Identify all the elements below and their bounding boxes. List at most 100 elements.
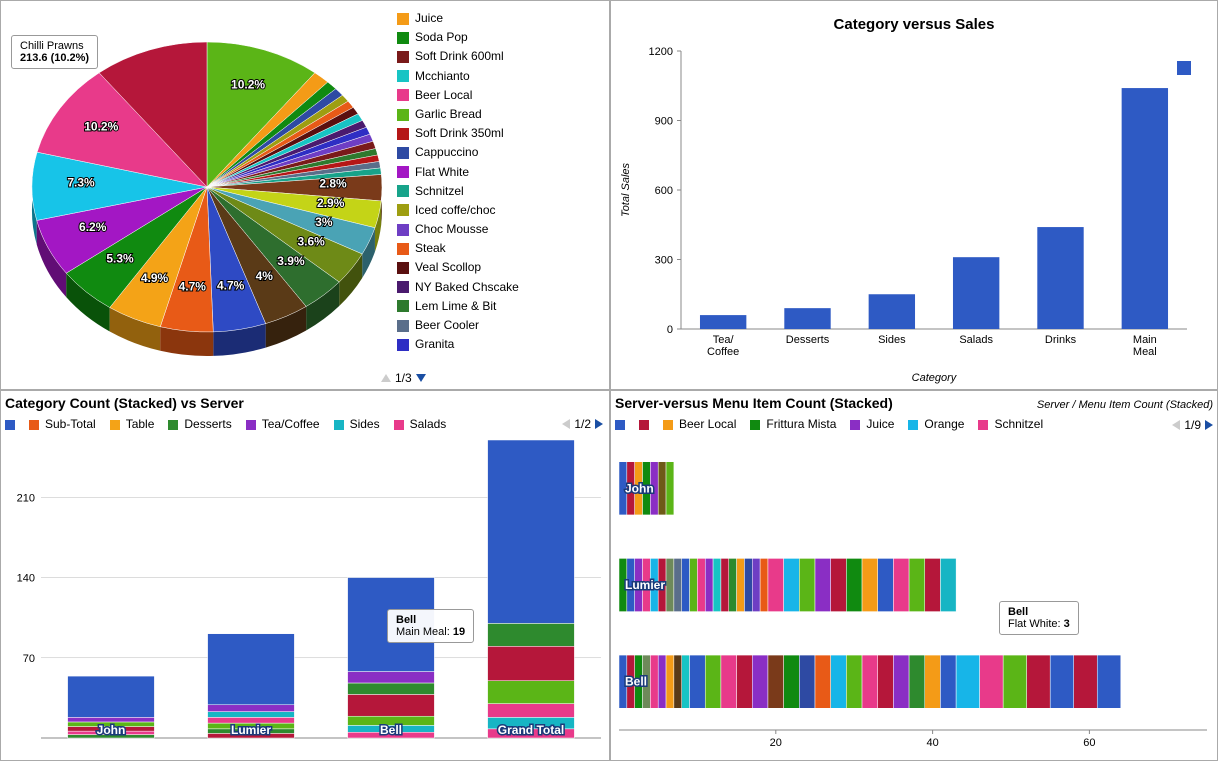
- legend-item[interactable]: Flat White: [397, 163, 603, 182]
- legend-item[interactable]: [639, 420, 649, 430]
- legend-swatch: [246, 420, 256, 430]
- legend-item[interactable]: Beer Local: [397, 86, 603, 105]
- legend-item[interactable]: Frittura Mista: [750, 415, 836, 434]
- legend-item[interactable]: Veal Scollop: [397, 258, 603, 277]
- legend-swatch: [397, 204, 409, 216]
- pager-prev-icon[interactable]: [381, 374, 391, 382]
- pie-pager[interactable]: 1/3: [381, 371, 426, 385]
- legend-label: Lem Lime & Bit: [415, 297, 496, 316]
- tooltip-title: Bell: [396, 614, 465, 626]
- legend-swatch: [110, 420, 120, 430]
- legend-item[interactable]: Juice: [850, 415, 894, 434]
- hstack-title: Server-versus Menu Item Count (Stacked): [615, 395, 893, 411]
- svg-text:Grand Total: Grand Total: [498, 723, 564, 737]
- legend-item[interactable]: Granita: [397, 335, 603, 354]
- legend-label: Juice: [415, 9, 443, 28]
- legend-item[interactable]: Beer Local: [663, 415, 736, 434]
- legend-item[interactable]: Salads: [394, 415, 447, 434]
- legend-swatch: [397, 262, 409, 274]
- legend-item[interactable]: Sides: [334, 415, 380, 434]
- legend-label: Iced coffe/choc: [415, 201, 496, 220]
- legend-swatch: [397, 224, 409, 236]
- legend-label: Schnitzel: [994, 415, 1043, 434]
- svg-text:Meal: Meal: [1133, 346, 1157, 358]
- legend-item[interactable]: Juice: [397, 9, 603, 28]
- legend-label: Flat White: [415, 163, 469, 182]
- svg-text:2.9%: 2.9%: [317, 196, 345, 210]
- legend-swatch: [978, 420, 988, 430]
- svg-text:600: 600: [655, 185, 673, 197]
- svg-text:Lumier: Lumier: [231, 723, 271, 737]
- pager-next-icon[interactable]: [1205, 420, 1213, 430]
- legend-item[interactable]: Schnitzel: [978, 415, 1043, 434]
- legend-label: Garlic Bread: [415, 105, 482, 124]
- hstack-pager[interactable]: 1/9: [1172, 418, 1213, 432]
- legend-label: Beer Local: [415, 86, 472, 105]
- legend-label: Frittura Mista: [766, 415, 836, 434]
- svg-text:4.7%: 4.7%: [179, 280, 207, 294]
- svg-text:0: 0: [667, 324, 673, 336]
- legend-swatch: [29, 420, 39, 430]
- legend-label: Tea/Coffee: [262, 415, 320, 434]
- callout-detail: 213.6 (10.2%): [20, 52, 89, 64]
- svg-text:140: 140: [17, 573, 35, 585]
- svg-text:2.8%: 2.8%: [319, 177, 347, 191]
- legend-item[interactable]: Soft Drink 350ml: [397, 124, 603, 143]
- pager-prev-icon[interactable]: [1172, 420, 1180, 430]
- pager-text: 1/2: [574, 417, 591, 431]
- legend-item[interactable]: NY Baked Chscake: [397, 278, 603, 297]
- legend-item[interactable]: Soda Pop: [397, 28, 603, 47]
- legend-swatch: [334, 420, 344, 430]
- legend-item[interactable]: Schnitzel: [397, 182, 603, 201]
- hstack-legend: Beer Local Frittura Mista Juice Orange Schni…: [615, 415, 1158, 434]
- legend-item[interactable]: Steak: [397, 239, 603, 258]
- stacked-panel: Category Count (Stacked) vs Server Sub-T…: [0, 390, 610, 761]
- legend-label: Soda Pop: [415, 28, 468, 47]
- svg-text:Total Sales: Total Sales: [620, 162, 632, 217]
- legend-item[interactable]: Sub-Total: [29, 415, 96, 434]
- hstack-panel: Server-versus Menu Item Count (Stacked) …: [610, 390, 1218, 761]
- legend-item[interactable]: [5, 420, 15, 430]
- pager-prev-icon[interactable]: [562, 419, 570, 429]
- legend-label: Juice: [866, 415, 894, 434]
- legend-item[interactable]: Soft Drink 600ml: [397, 47, 603, 66]
- pie-chart: 10.2%2.8%2.9%3%3.6%3.9%4%4.7%4.7%4.9%5.3…: [7, 7, 397, 383]
- svg-text:10.2%: 10.2%: [231, 77, 265, 91]
- legend-swatch: [850, 420, 860, 430]
- legend-item[interactable]: Garlic Bread: [397, 105, 603, 124]
- legend-label: Beer Local: [679, 415, 736, 434]
- hstack-tooltip: Bell Flat White: 3: [999, 601, 1079, 635]
- dashboard-grid: 10.2%2.8%2.9%3%3.6%3.9%4%4.7%4.7%4.9%5.3…: [0, 0, 1218, 761]
- legend-label: Granita: [415, 335, 454, 354]
- stacked-pager[interactable]: 1/2: [562, 417, 603, 431]
- pager-text: 1/3: [395, 371, 412, 385]
- legend-item[interactable]: Lem Lime & Bit: [397, 297, 603, 316]
- legend-swatch: [397, 13, 409, 25]
- legend-item[interactable]: Iced coffe/choc: [397, 201, 603, 220]
- pager-next-icon[interactable]: [595, 419, 603, 429]
- legend-item[interactable]: Desserts: [168, 415, 231, 434]
- legend-item[interactable]: Mcchianto: [397, 67, 603, 86]
- pie-legend: JuiceSoda PopSoft Drink 600mlMcchiantoBe…: [397, 7, 603, 383]
- legend-swatch: [397, 320, 409, 332]
- legend-item[interactable]: Beer Cooler: [397, 316, 603, 335]
- pager-next-icon[interactable]: [416, 374, 426, 382]
- legend-label: Soft Drink 600ml: [415, 47, 504, 66]
- svg-text:20: 20: [770, 737, 782, 749]
- legend-item[interactable]: Table: [110, 415, 155, 434]
- hstack-subtitle: Server / Menu Item Count (Stacked): [1037, 399, 1213, 411]
- legend-swatch: [615, 420, 625, 430]
- svg-text:Category versus Sales: Category versus Sales: [834, 16, 995, 33]
- legend-item[interactable]: [615, 420, 625, 430]
- tooltip-body: Flat White: 3: [1008, 618, 1070, 630]
- legend-swatch: [397, 166, 409, 178]
- svg-text:Salads: Salads: [959, 334, 993, 346]
- legend-swatch: [397, 51, 409, 63]
- legend-item[interactable]: Choc Mousse: [397, 220, 603, 239]
- svg-text:Desserts: Desserts: [786, 334, 830, 346]
- legend-label: Cappuccino: [415, 143, 478, 162]
- legend-item[interactable]: Tea/Coffee: [246, 415, 320, 434]
- legend-item[interactable]: Cappuccino: [397, 143, 603, 162]
- legend-item[interactable]: Orange: [908, 415, 964, 434]
- svg-text:3%: 3%: [315, 215, 333, 229]
